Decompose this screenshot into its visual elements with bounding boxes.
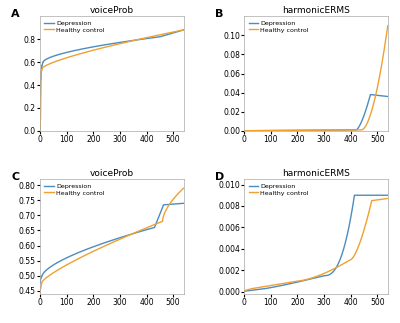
Healthy control <box>46 275 50 278</box>
Line: Healthy control: Healthy control <box>244 198 388 291</box>
Healthy control <box>351 128 356 132</box>
Title: voiceProb: voiceProb <box>90 169 134 178</box>
Depression <box>329 272 334 276</box>
Depression <box>352 193 357 197</box>
Legend: Depression, Healthy control: Depression, Healthy control <box>43 182 106 197</box>
Line: Depression: Depression <box>40 30 184 131</box>
Title: harmonicERMS: harmonicERMS <box>282 6 350 16</box>
Legend: Depression, Healthy control: Depression, Healthy control <box>247 182 310 197</box>
Healthy control <box>38 292 42 296</box>
Depression <box>250 288 254 292</box>
Depression <box>250 129 254 133</box>
Text: C: C <box>11 172 19 182</box>
Healthy control <box>162 213 166 217</box>
Healthy control <box>139 37 144 41</box>
Legend: Depression, Healthy control: Depression, Healthy control <box>43 19 106 34</box>
Title: harmonicERMS: harmonicERMS <box>282 169 350 178</box>
Depression <box>242 289 246 293</box>
Depression <box>162 34 166 37</box>
Line: Healthy control: Healthy control <box>40 188 184 294</box>
Healthy control <box>343 128 348 132</box>
Depression <box>329 128 334 132</box>
Healthy control <box>250 129 254 133</box>
Healthy control <box>124 40 129 44</box>
Depression <box>162 203 166 207</box>
Depression <box>366 193 371 197</box>
Line: Healthy control: Healthy control <box>40 30 184 131</box>
Healthy control <box>250 287 254 290</box>
Depression <box>368 93 373 97</box>
Depression <box>370 93 375 97</box>
Depression <box>147 227 152 231</box>
Healthy control <box>124 234 129 238</box>
Healthy control <box>38 129 42 133</box>
Healthy control <box>242 289 246 293</box>
Healthy control <box>147 225 152 229</box>
Healthy control <box>329 268 334 272</box>
Healthy control <box>385 24 390 28</box>
Depression <box>38 281 42 285</box>
Text: A: A <box>11 9 20 19</box>
Depression <box>166 203 170 206</box>
Depression <box>366 101 370 105</box>
Healthy control <box>329 128 334 132</box>
Depression <box>370 193 375 197</box>
Healthy control <box>242 129 246 133</box>
Text: D: D <box>216 172 225 182</box>
Depression <box>343 128 348 132</box>
Depression <box>124 234 129 237</box>
Healthy control <box>162 32 166 36</box>
Healthy control <box>147 35 152 39</box>
Depression <box>181 28 186 32</box>
Healthy control <box>366 214 370 217</box>
Depression <box>124 39 129 43</box>
Text: B: B <box>216 9 224 19</box>
Depression <box>139 229 144 233</box>
Depression <box>242 129 246 133</box>
Healthy control <box>181 186 186 190</box>
Line: Healthy control: Healthy control <box>244 26 388 131</box>
Depression <box>385 95 390 99</box>
Line: Depression: Depression <box>40 203 184 283</box>
Line: Depression: Depression <box>244 95 388 131</box>
Depression <box>46 267 50 271</box>
Depression <box>343 240 348 244</box>
Depression <box>46 57 50 60</box>
Depression <box>351 200 356 204</box>
Title: voiceProb: voiceProb <box>90 6 134 16</box>
Healthy control <box>139 228 144 232</box>
Healthy control <box>385 196 390 200</box>
Healthy control <box>370 199 374 203</box>
Legend: Depression, Healthy control: Depression, Healthy control <box>247 19 310 34</box>
Depression <box>181 201 186 205</box>
Depression <box>166 33 170 36</box>
Healthy control <box>181 28 186 32</box>
Depression <box>38 129 42 133</box>
Healthy control <box>166 31 170 35</box>
Depression <box>351 128 356 132</box>
Healthy control <box>366 119 370 123</box>
Line: Depression: Depression <box>244 195 388 291</box>
Healthy control <box>46 63 50 67</box>
Depression <box>385 193 390 197</box>
Depression <box>139 37 144 41</box>
Healthy control <box>166 205 170 209</box>
Depression <box>147 36 152 40</box>
Healthy control <box>351 255 356 259</box>
Healthy control <box>370 108 374 111</box>
Healthy control <box>343 261 348 265</box>
